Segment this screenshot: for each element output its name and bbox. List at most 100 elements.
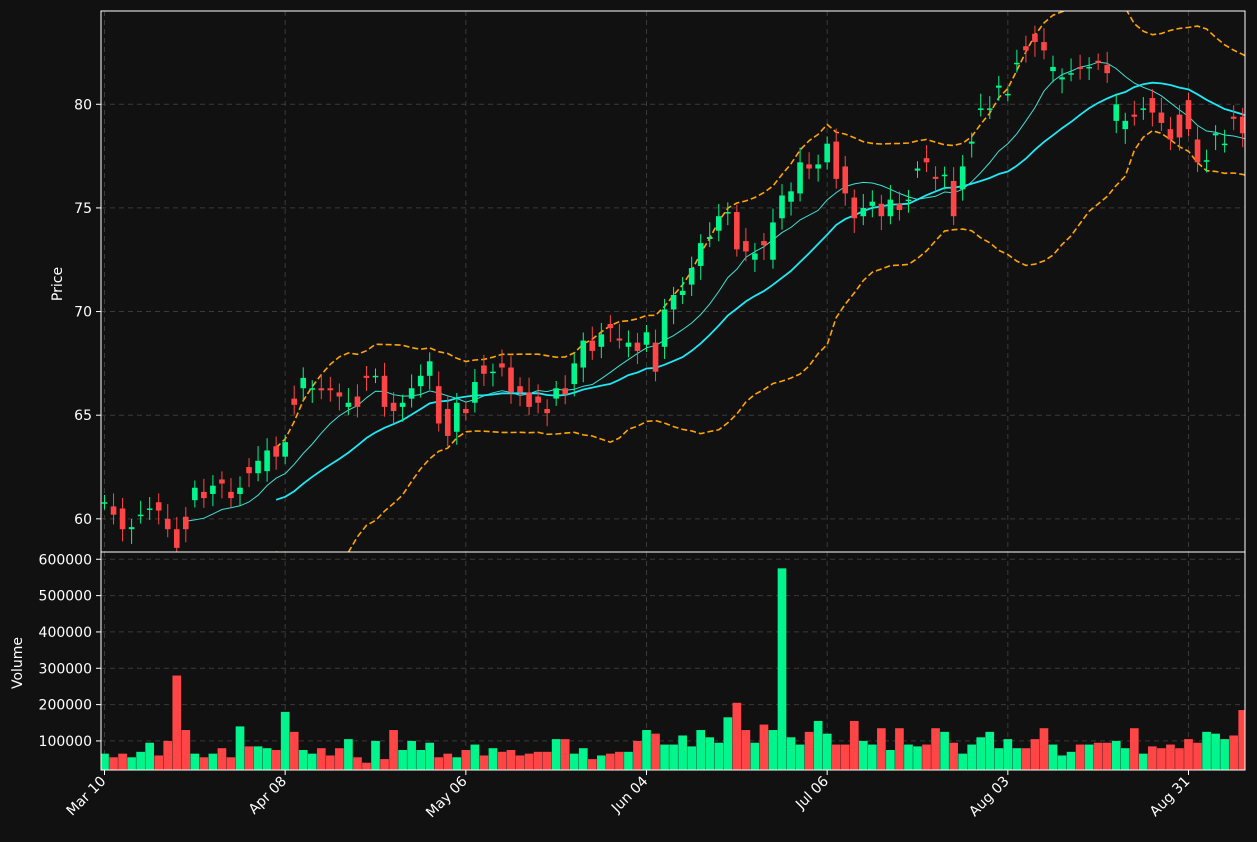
- volume-bar: [118, 753, 127, 770]
- volume-bar: [1111, 740, 1121, 770]
- candle-body: [273, 446, 279, 457]
- candle-body: [237, 487, 243, 494]
- volume-bar: [687, 746, 697, 770]
- volume-bar: [587, 759, 597, 770]
- candle-body: [1239, 116, 1245, 134]
- volume-bar: [398, 750, 407, 770]
- candle-body: [968, 141, 975, 144]
- volume-bar: [1166, 744, 1175, 770]
- candle-body: [860, 207, 867, 217]
- volume-bar: [759, 724, 769, 770]
- candle-body: [300, 377, 307, 389]
- volume-bar: [380, 759, 389, 770]
- volume-bar: [678, 735, 687, 770]
- volume-bar: [416, 750, 426, 770]
- candle-body: [1032, 33, 1038, 43]
- candle-body: [372, 375, 379, 378]
- candle-body: [743, 241, 749, 252]
- volume-bar: [1238, 710, 1245, 770]
- volume-bar: [606, 753, 615, 770]
- volume-bar: [795, 744, 805, 770]
- candle-body: [453, 402, 460, 432]
- candle-body: [580, 340, 587, 368]
- candle-body: [1185, 100, 1192, 130]
- volume-bar: [1229, 735, 1239, 770]
- candle-body: [607, 323, 614, 329]
- volume-tick-label: 600000: [39, 552, 92, 568]
- volume-bar: [867, 744, 877, 770]
- volume-bar: [633, 740, 642, 770]
- candle-body: [923, 158, 930, 163]
- volume-bar: [1102, 742, 1112, 770]
- candle-body: [544, 408, 550, 414]
- candle-body: [201, 491, 207, 499]
- volume-bar: [542, 751, 552, 770]
- candle-body: [481, 365, 487, 374]
- candle-body: [182, 516, 189, 530]
- volume-bar: [1039, 728, 1049, 770]
- candle-body: [679, 290, 686, 295]
- bollinger-lower-band: [276, 129, 1245, 552]
- volume-bar: [515, 755, 525, 770]
- volume-bar: [335, 748, 344, 770]
- candle-body: [1221, 143, 1228, 146]
- candle-body: [192, 487, 198, 501]
- volume-tick-label: 500000: [39, 589, 92, 605]
- candle-body: [670, 294, 677, 310]
- volume-bar: [1193, 742, 1202, 770]
- candle-body: [472, 382, 478, 403]
- volume-tick-label: 200000: [39, 698, 92, 714]
- candle-body: [652, 342, 659, 372]
- volume-bar: [913, 746, 922, 770]
- volume-bar: [389, 730, 398, 770]
- candle-body: [1212, 133, 1219, 136]
- candle-body: [589, 340, 596, 351]
- volume-panel: [101, 552, 1245, 770]
- volume-bar: [443, 753, 453, 770]
- volume-bar: [1021, 748, 1031, 770]
- volume-bar: [452, 757, 462, 770]
- candle-body: [499, 363, 505, 368]
- volume-bar: [1084, 744, 1094, 770]
- price-tick-label: 60: [74, 512, 92, 528]
- volume-bar: [741, 730, 751, 770]
- candle-body: [752, 253, 758, 260]
- bollinger-upper-band: [275, 11, 1245, 449]
- volume-bar: [1003, 739, 1013, 770]
- candle-body: [210, 485, 216, 494]
- candle-body: [381, 375, 388, 407]
- candle-body: [634, 342, 641, 351]
- candle-body: [779, 195, 785, 219]
- candle-body: [770, 222, 776, 260]
- candle-body: [399, 402, 406, 407]
- volume-bar: [660, 744, 669, 770]
- candle-body: [878, 203, 885, 217]
- volume-panel-frame: [100, 551, 1246, 771]
- volume-bar: [479, 755, 489, 770]
- candle-body: [173, 529, 180, 548]
- volume-bar: [154, 755, 164, 770]
- volume-bar: [208, 753, 218, 770]
- candle-body: [1068, 73, 1074, 75]
- candle-body: [390, 402, 397, 412]
- candle-body: [688, 268, 695, 285]
- candle-body: [128, 527, 135, 530]
- candle-body: [110, 506, 117, 515]
- volume-bar: [1012, 748, 1022, 770]
- volume-bar: [1129, 728, 1139, 770]
- volume-bar: [1120, 748, 1130, 770]
- candle-body: [1095, 60, 1101, 63]
- price-tick-label: 75: [74, 201, 92, 217]
- volume-bar: [461, 750, 471, 770]
- price-axis-label: Price: [50, 267, 66, 301]
- volume-bar: [922, 744, 931, 770]
- volume-bar: [723, 717, 733, 770]
- volume-bar: [822, 733, 832, 770]
- volume-bar: [651, 733, 660, 770]
- volume-bar: [190, 753, 200, 770]
- candle-body: [842, 166, 849, 194]
- volume-bar: [895, 728, 904, 770]
- volume-bar: [488, 748, 498, 770]
- candle-body: [444, 408, 451, 436]
- candle-body: [354, 396, 361, 407]
